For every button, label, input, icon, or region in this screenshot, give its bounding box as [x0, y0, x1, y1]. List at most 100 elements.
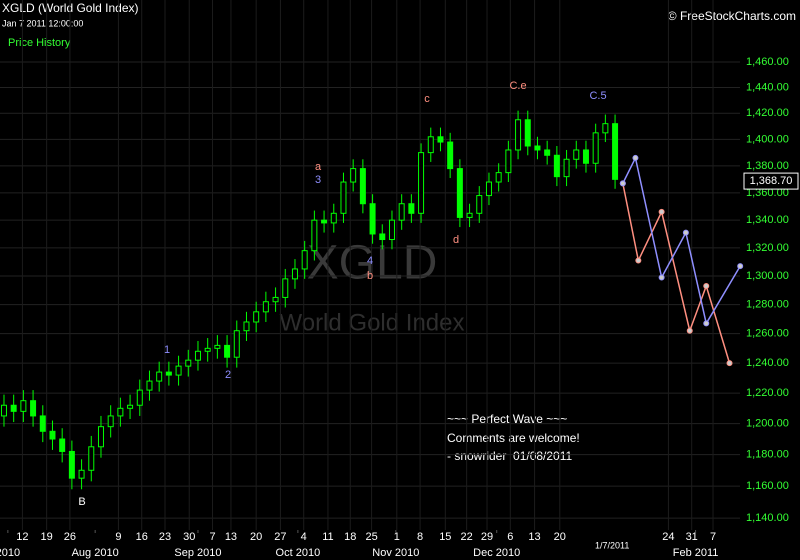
x-tick-label: 15	[439, 531, 451, 543]
x-tick-label: 22	[461, 531, 473, 543]
candle-body	[534, 145, 541, 151]
wave-label: a	[315, 161, 322, 173]
candle-body	[39, 415, 46, 432]
projection-point	[703, 320, 710, 327]
candle-body	[165, 371, 172, 376]
x-tick-label: 31	[686, 531, 698, 543]
candle-body	[447, 141, 454, 170]
projection-point	[726, 360, 733, 367]
y-tick-label: 1,420.00	[746, 107, 789, 119]
candle-body	[30, 400, 37, 417]
x-major-tick-label: Sep 2010	[174, 547, 221, 559]
x-tick-label: 4	[301, 531, 307, 543]
x-tick-label: 6	[507, 531, 513, 543]
candle-body	[78, 469, 85, 479]
y-tick-label: 1,340.00	[746, 214, 789, 226]
candle-body	[573, 149, 580, 160]
projection-point	[682, 229, 689, 236]
candle-body	[437, 136, 444, 143]
projection-line	[622, 183, 731, 364]
candle-body	[233, 330, 240, 358]
y-tick-label: 1,320.00	[746, 242, 789, 254]
wave-label: C.5	[589, 90, 606, 102]
x-major-tick-label: Dec 2010	[473, 547, 520, 559]
y-tick-label: 1,280.00	[746, 299, 789, 311]
candle-body	[291, 268, 298, 280]
candle-body	[10, 404, 17, 412]
candle-body	[612, 123, 619, 180]
candle-body	[194, 350, 201, 361]
y-tick-label: 1,300.00	[746, 270, 789, 282]
candle-body	[340, 181, 347, 214]
wave-label: d	[453, 234, 459, 246]
cursor-date: 1/7/2011	[595, 540, 629, 550]
candle-body	[127, 404, 134, 409]
x-tick-label: 19	[41, 531, 53, 543]
wave-label: 3	[315, 174, 321, 186]
candle-body	[485, 181, 492, 197]
comment-line: - snowrider 01/08/2011	[447, 449, 573, 463]
candle-body	[592, 132, 599, 164]
copyright: © FreeStockCharts.com	[668, 9, 796, 23]
x-tick-label: 23	[159, 531, 171, 543]
x-tick-label: 13	[225, 531, 237, 543]
candle-body	[136, 389, 143, 406]
comment-line: Comments are welcome!	[447, 431, 580, 445]
projection-point	[658, 274, 665, 281]
x-tick-label: 9	[115, 531, 121, 543]
x-tick-label: 24	[662, 531, 674, 543]
chart-subtitle: Jan 7 2011 12:00:00	[2, 18, 83, 28]
candle-body	[204, 347, 211, 352]
candle-body	[602, 123, 609, 134]
candle-body	[272, 296, 279, 303]
x-tick-label: 30	[183, 531, 195, 543]
candle-body	[379, 233, 386, 241]
candle-body	[350, 168, 357, 183]
candle-body	[524, 119, 531, 147]
candle-body	[359, 168, 366, 205]
x-tick-label: 13	[528, 531, 540, 543]
candle-body	[175, 365, 182, 376]
candle-body	[582, 149, 589, 164]
candle-body	[243, 321, 250, 332]
candle-body	[369, 203, 376, 235]
candle-body	[476, 195, 483, 214]
legend-entry: Price History	[8, 37, 71, 49]
candle-body	[563, 158, 570, 178]
candle-body	[107, 415, 114, 428]
wave-label: 1	[164, 344, 170, 356]
wave-label: C.e	[509, 80, 526, 92]
x-major-tick-label: Aug 2010	[72, 547, 119, 559]
x-tick-label: 8	[417, 531, 423, 543]
wave-label: b	[367, 270, 373, 282]
candle-body	[398, 203, 405, 221]
candle-body	[185, 359, 192, 367]
projection-point	[737, 263, 744, 270]
wave-label: B	[78, 496, 85, 508]
projection-point	[632, 154, 639, 161]
candle-body	[68, 450, 75, 479]
candle-body	[553, 154, 560, 178]
projection-line	[622, 155, 741, 326]
candle-body	[214, 344, 221, 349]
x-tick-label: 1	[394, 531, 400, 543]
candle-body	[117, 407, 124, 417]
candle-body	[88, 446, 95, 471]
wave-label: 4	[367, 255, 373, 267]
x-tick-label: 26	[64, 531, 76, 543]
x-tick-label: 25	[365, 531, 377, 543]
candle-body	[495, 172, 502, 183]
y-tick-label: 1,360.00	[746, 187, 789, 199]
y-tick-label: 1,200.00	[746, 418, 789, 430]
candle-body	[146, 380, 153, 391]
candle-body	[97, 426, 104, 448]
candle-body	[0, 404, 7, 417]
candle-body	[408, 203, 415, 214]
last-price-label: 1,368.70	[750, 175, 793, 187]
y-tick-label: 1,440.00	[746, 81, 789, 93]
x-major-tick-label: Feb 2011	[673, 547, 719, 559]
x-tick-label: 7	[209, 531, 215, 543]
projection-point	[619, 180, 626, 187]
